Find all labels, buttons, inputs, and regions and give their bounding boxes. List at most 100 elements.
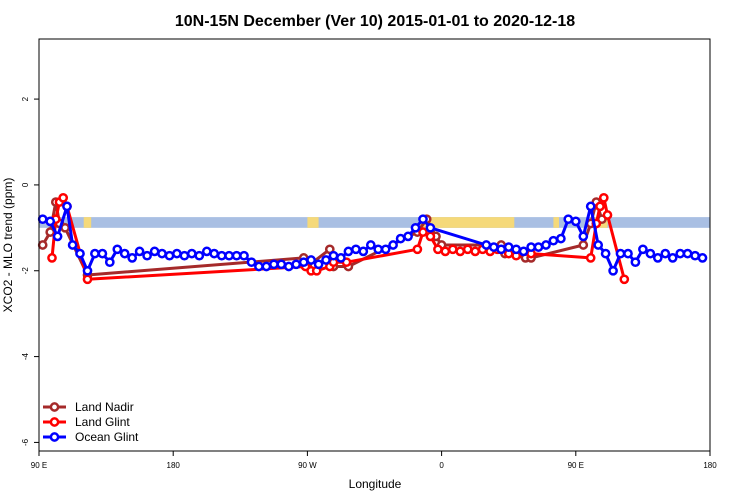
- data-point: [660, 248, 671, 259]
- data-point: [488, 242, 499, 252]
- data-point: [358, 246, 369, 257]
- data-point: [503, 242, 514, 252]
- y-tick-label: 0: [21, 182, 30, 187]
- chart-title: 10N-15N December (Ver 10) 2015-01-01 to …: [175, 13, 575, 30]
- legend-item: Land Nadir: [43, 400, 134, 414]
- data-point: [447, 244, 458, 255]
- data-point: [511, 244, 522, 255]
- data-point: [541, 240, 551, 250]
- x-tick-label: 180: [703, 461, 717, 470]
- data-point: [418, 227, 428, 237]
- data-point: [321, 255, 331, 265]
- data-point: [585, 253, 596, 263]
- data-point: [82, 274, 93, 285]
- data-point: [164, 250, 175, 261]
- data-point: [58, 192, 69, 203]
- data-point: [119, 248, 130, 259]
- data-point: [67, 240, 78, 250]
- data-point: [455, 246, 466, 257]
- data-point: [75, 248, 85, 259]
- data-point: [62, 201, 72, 212]
- plot-frame: [38, 38, 711, 452]
- y-axis-label: XCO2 - MLO trend (ppm): [1, 178, 15, 313]
- data-point: [373, 244, 384, 255]
- land-segment: [553, 217, 560, 228]
- data-point: [690, 250, 700, 261]
- y-axis: 2 0 -2 -4 -6: [21, 96, 39, 446]
- data-point: [578, 240, 589, 250]
- data-point: [578, 231, 589, 242]
- data-point: [403, 231, 413, 242]
- data-point: [97, 248, 108, 259]
- data-point: [533, 242, 544, 252]
- data-point: [602, 210, 613, 220]
- data-point: [52, 231, 63, 242]
- data-point: [298, 257, 309, 268]
- data-point: [425, 231, 436, 242]
- data-point: [351, 244, 361, 255]
- data-point: [623, 248, 633, 259]
- data-point: [82, 265, 93, 276]
- data-point: [418, 214, 428, 225]
- data-point: [127, 253, 138, 263]
- legend-label: Land Nadir: [75, 400, 134, 414]
- data-point: [563, 214, 574, 225]
- data-point: [682, 248, 693, 259]
- data-point: [216, 250, 227, 261]
- data-point: [328, 250, 339, 261]
- data-point: [157, 248, 167, 259]
- data-point: [470, 246, 481, 257]
- data-point: [90, 248, 100, 259]
- data-point: [556, 233, 566, 244]
- legend-swatch-marker: [49, 402, 60, 412]
- data-point: [134, 246, 145, 257]
- data-point: [194, 250, 205, 261]
- y-tick-label: -2: [21, 267, 30, 275]
- data-point: [343, 246, 354, 257]
- data-point: [652, 253, 663, 263]
- data-point: [598, 192, 609, 203]
- data-point: [667, 253, 678, 263]
- data-point: [645, 248, 656, 259]
- data-point: [615, 248, 626, 259]
- data-point: [37, 214, 48, 225]
- data-point: [186, 248, 197, 259]
- data-point: [142, 250, 152, 261]
- data-point: [201, 246, 212, 257]
- land-segment: [83, 217, 92, 228]
- data-point: [37, 240, 48, 250]
- legend-item: Ocean Glint: [43, 430, 139, 444]
- data-point: [433, 244, 443, 255]
- data-point: [619, 274, 630, 285]
- legend-item: Land Glint: [43, 415, 130, 429]
- data-point: [239, 250, 249, 261]
- data-point: [104, 257, 115, 268]
- x-tick-label: 90 E: [568, 461, 584, 470]
- data-point: [697, 253, 708, 263]
- series-land-glint: [47, 192, 630, 285]
- data-point: [254, 261, 264, 272]
- data-point: [306, 255, 316, 265]
- data-point: [209, 248, 220, 259]
- data-point: [608, 265, 618, 276]
- legend-swatch-marker: [49, 432, 60, 442]
- data-point: [600, 248, 611, 259]
- data-point: [112, 244, 123, 255]
- x-tick-label: 90 E: [31, 461, 47, 470]
- data-point: [630, 257, 641, 268]
- data-point: [585, 201, 596, 212]
- data-point: [172, 248, 182, 259]
- x-axis: 90 E 180 90 W 0 90 E 180: [31, 451, 717, 470]
- legend-swatch-marker: [49, 417, 60, 427]
- data-point: [548, 235, 559, 246]
- x-tick-label: 90 W: [298, 461, 317, 470]
- data-point: [261, 261, 272, 272]
- data-point: [246, 257, 257, 268]
- ocean-band: [39, 217, 710, 228]
- data-point: [47, 253, 57, 263]
- data-point: [291, 259, 302, 270]
- data-point: [462, 244, 473, 255]
- x-tick-label: 0: [439, 461, 444, 470]
- data-point: [380, 244, 391, 255]
